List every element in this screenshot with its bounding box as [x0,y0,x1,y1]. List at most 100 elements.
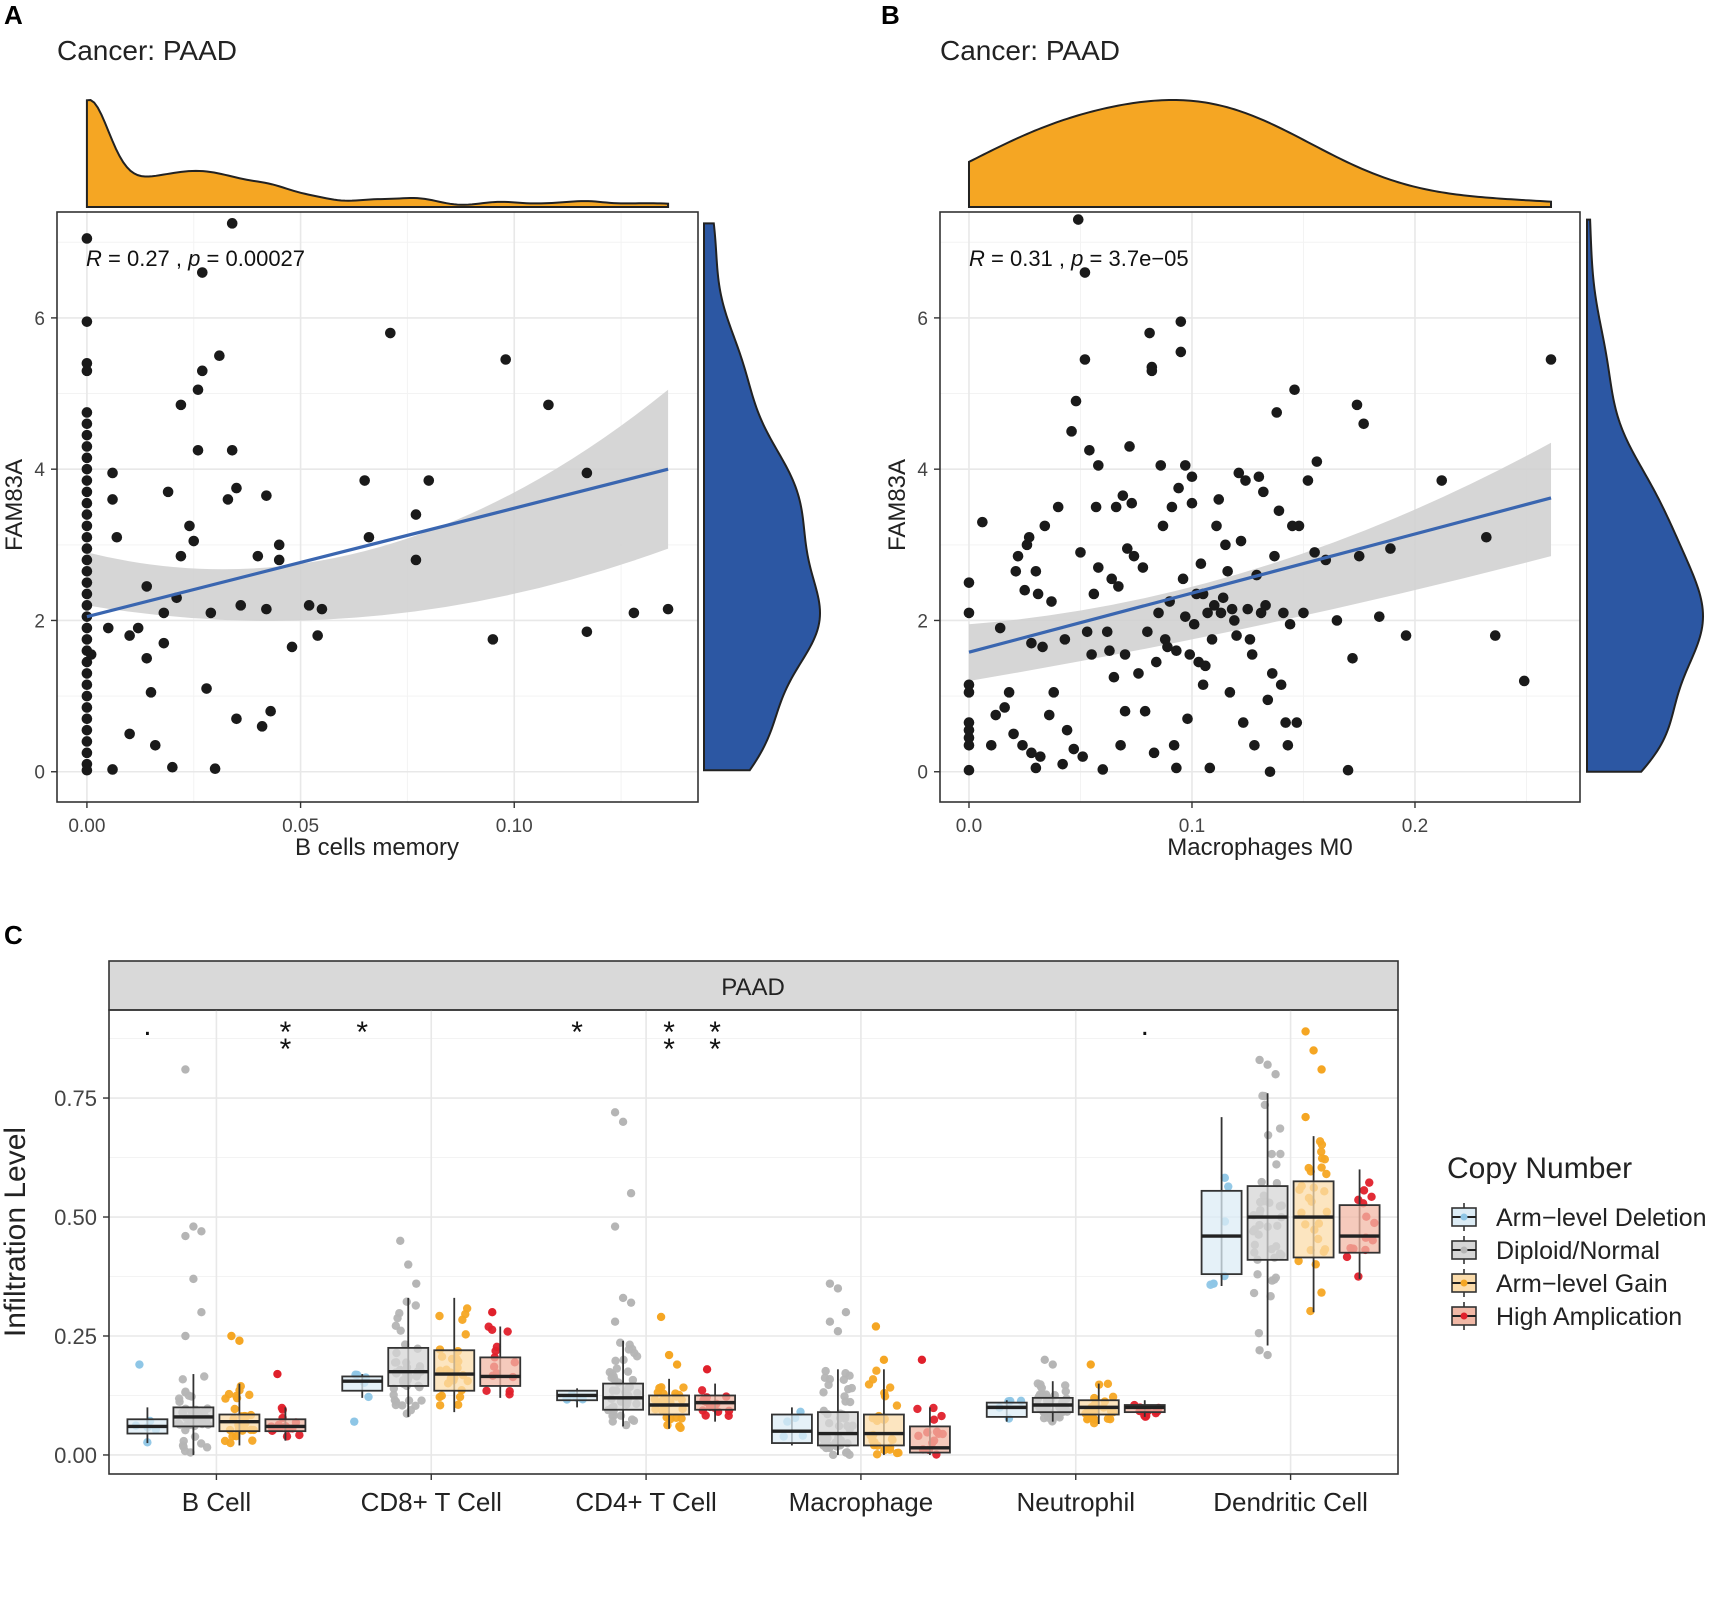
panel-a-point [81,486,93,498]
panel-a-point [124,630,135,641]
panel-c-significance: * [571,1016,583,1049]
panel-c-jitter-point [913,1404,922,1414]
panel-a-point [81,736,93,747]
panel-c-outlier [618,1293,628,1303]
panel-b-point [1331,615,1343,626]
panel-a-point [141,581,153,592]
panel-c-jitter-point [200,1372,209,1381]
panel-a-regression-line [86,467,669,619]
panel-a-point [158,607,170,619]
panel-c-jitter-point [864,1380,874,1389]
panel-c-jitter-point [621,1420,631,1430]
panel-b-point [1104,645,1115,657]
panel-b-point [1284,618,1296,630]
panel-b-point [1271,407,1283,418]
panel-c-box [341,1375,384,1392]
panel-b-point [1275,679,1287,691]
panel-a-point [81,724,93,736]
panel-c-outlier [1271,1070,1280,1079]
panel-b-point [1117,490,1129,501]
panel-c-outlier [1086,1360,1095,1369]
panel-a-point [81,543,93,554]
panel-c-jitter-point [679,1383,688,1392]
panel-c-outlier [1309,1046,1318,1055]
panel-a-point [201,683,212,694]
panel-b-point [1211,520,1222,532]
panel-b-point [1171,645,1182,657]
panel-c-outlier [273,1369,282,1379]
panel-c-jitter-point [398,1401,407,1410]
panel-b-point [1119,705,1131,717]
panel-b-letter: B [881,0,900,30]
panel-a-r-label: R [86,246,102,271]
panel-c-outlier [626,1189,636,1198]
panel-b-point [963,679,975,691]
panel-c-jitter-point [841,1448,851,1457]
panel-b-point [1358,418,1369,430]
panel-a-point [132,622,144,634]
panel-c-jitter-point [503,1327,512,1336]
panel-b-point [1208,600,1220,611]
panel-b-point [1246,649,1258,660]
panel-a-x-density [85,98,670,208]
panel-a-point [662,603,674,615]
panel-a-point [81,577,93,588]
panel-c-significance: . [143,1009,151,1042]
panel-c-jitter-point [1103,1379,1113,1388]
panel-a-point [188,535,200,547]
panel-b-annotation: R = 0.31 , p = 3.7e−05 [969,246,1189,271]
panel-c-jitter-point [697,1386,707,1395]
panel-a-point [81,452,93,464]
panel-c-box [817,1411,859,1447]
panel-b-point [1481,531,1492,543]
panel-c-jitter-point [666,1414,675,1424]
panel-a-ytick-label: 0 [34,763,45,784]
panel-b-point [1072,214,1084,225]
panel-c-ytick-label: 0.00 [54,1443,97,1468]
panel-a-point [385,327,396,339]
panel-b-point [963,687,975,698]
panel-b-confidence-band [968,442,1552,681]
panel-b-point [1115,739,1126,751]
panel-c-outlier [871,1322,881,1331]
panel-a-ytick-label: 4 [34,460,45,481]
panel-b-xtick-label: 0.2 [1402,816,1428,837]
panel-b-point [1188,618,1200,630]
panel-c-significance: * [280,1033,292,1066]
panel-c-outlier [626,1298,636,1307]
panel-b-point [1108,671,1120,683]
panel-c-jitter-point [1317,1163,1326,1172]
panel-a-point [111,531,123,543]
panel-c-outlier [235,1336,244,1345]
panel-c-jitter-point [1317,1288,1326,1297]
panel-c-jitter-point [821,1366,830,1376]
panel-c-jitter-point [677,1414,686,1423]
panel-b-xtick-label: 0.1 [1179,816,1205,837]
panel-b-point [977,516,988,528]
panel-a-point [359,475,370,486]
panel-c-outlier [350,1417,359,1426]
panel-c-jitter-point [839,1375,848,1385]
panel-b-point [1019,584,1031,596]
panel-b-point [1126,497,1138,509]
panel-c-strip [108,960,1399,1011]
panel-b-point [985,739,997,751]
panel-c-jitter-point [453,1400,463,1409]
panel-b-point [1195,558,1207,570]
panel-c-jitter-point [1253,1270,1262,1279]
panel-b-point [1084,444,1095,456]
panel-c-outlier [1255,1055,1264,1065]
panel-c-jitter-point [1367,1192,1376,1202]
panel-b-point [1400,630,1412,641]
panel-b-point [1142,626,1153,638]
panel-c-jitter-point [402,1297,411,1306]
legend-item-label: Diploid/Normal [1496,1237,1660,1265]
panel-b-point [1302,475,1314,486]
panel-a-point [81,407,93,418]
panel-c-box [387,1346,430,1387]
panel-c-box [433,1349,476,1392]
panel-c-jitter-point [872,1450,882,1459]
panel-a-point [81,233,93,244]
panel-c-jitter-point [892,1401,902,1410]
panel-b-point [1070,395,1082,407]
